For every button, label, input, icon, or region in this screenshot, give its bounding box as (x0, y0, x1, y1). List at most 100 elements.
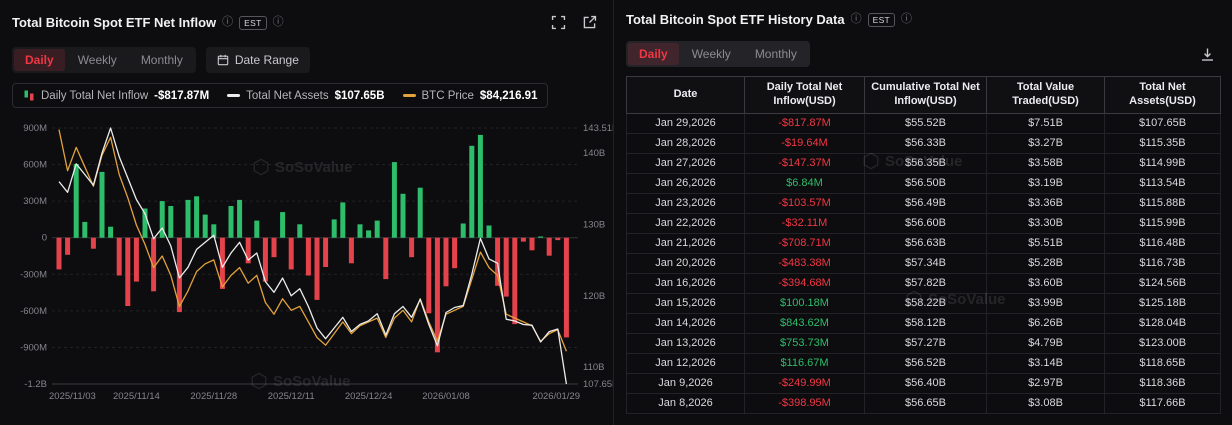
history-table: Date Daily Total Net Inflow(USD) Cumulat… (626, 76, 1221, 414)
net-inflow-panel: Total Bitcoin Spot ETF Net Inflow ⓘ EST … (0, 0, 614, 425)
cell-value-traded: $3.08B (986, 392, 1105, 414)
cell-cumulative-inflow: $56.63B (864, 232, 987, 254)
share-icon (583, 15, 597, 29)
svg-text:300M: 300M (23, 196, 47, 207)
cell-date: Jan 29,2026 (626, 112, 745, 134)
table-row: Jan 21,2026 -$708.71M $56.63B $5.51B $11… (626, 232, 1221, 254)
cell-date: Jan 13,2026 (626, 332, 745, 354)
svg-text:143.51B: 143.51B (583, 123, 614, 134)
tab-monthly[interactable]: Monthly (744, 43, 808, 65)
table-controls: Daily Weekly Monthly (626, 41, 1220, 67)
cell-net-assets: $128.04B (1104, 312, 1221, 334)
cell-daily-inflow: -$394.68M (744, 272, 865, 294)
legend-item-btc-price[interactable]: BTC Price $84,216.91 (402, 89, 538, 102)
tab-daily[interactable]: Daily (14, 49, 65, 71)
table-row: Jan 27,2026 -$147.37M $56.35B $3.58B $11… (626, 152, 1221, 174)
svg-text:2025/11/03: 2025/11/03 (49, 391, 96, 402)
svg-text:600M: 600M (23, 160, 47, 171)
info-icon[interactable]: ⓘ (272, 16, 284, 28)
cell-net-assets: $107.65B (1104, 112, 1221, 134)
legend-value: -$817.87M (154, 89, 210, 102)
share-button[interactable] (579, 12, 600, 33)
tab-weekly[interactable]: Weekly (681, 43, 742, 65)
cell-daily-inflow: -$483.38M (744, 252, 865, 274)
cell-daily-inflow: -$32.11M (744, 212, 865, 234)
download-icon (1201, 48, 1214, 61)
svg-text:2025/12/24: 2025/12/24 (345, 391, 393, 402)
cell-date: Jan 14,2026 (626, 312, 745, 334)
cell-net-assets: $116.48B (1104, 232, 1221, 254)
legend-value: $84,216.91 (479, 89, 538, 102)
cell-date: Jan 26,2026 (626, 172, 745, 194)
cell-value-traded: $4.79B (986, 332, 1105, 354)
table-row: Jan 8,2026 -$398.95M $56.65B $3.08B $117… (626, 392, 1221, 414)
svg-text:140B: 140B (583, 148, 605, 159)
cell-cumulative-inflow: $58.22B (864, 292, 987, 314)
est-badge: EST (867, 12, 896, 27)
legend-item-net-assets[interactable]: Total Net Assets $107.65B (227, 89, 385, 102)
date-range-button[interactable]: Date Range (205, 47, 310, 73)
cell-date: Jan 22,2026 (626, 212, 745, 234)
cell-cumulative-inflow: $57.27B (864, 332, 987, 354)
cell-value-traded: $5.51B (986, 232, 1105, 254)
cell-net-assets: $113.54B (1104, 172, 1221, 194)
period-tabs: Daily Weekly Monthly (626, 41, 810, 67)
svg-text:0: 0 (42, 233, 47, 244)
cell-cumulative-inflow: $56.52B (864, 352, 987, 374)
tab-weekly[interactable]: Weekly (67, 49, 128, 71)
legend-label: Daily Total Net Inflow (41, 89, 149, 102)
download-button[interactable] (1197, 44, 1218, 65)
cell-date: Jan 15,2026 (626, 292, 745, 314)
svg-text:-900M: -900M (20, 342, 47, 353)
legend-item-net-inflow[interactable]: Daily Total Net Inflow -$817.87M (23, 89, 209, 102)
cell-net-assets: $124.56B (1104, 272, 1221, 294)
svg-text:130B: 130B (583, 219, 605, 230)
line-series-icon (402, 94, 416, 97)
info-icon[interactable]: ⓘ (222, 16, 234, 28)
column-header-date: Date (626, 76, 745, 114)
svg-text:2025/11/14: 2025/11/14 (113, 391, 160, 402)
legend-value: $107.65B (334, 89, 385, 102)
table-row: Jan 28,2026 -$19.64M $56.33B $3.27B $115… (626, 132, 1221, 154)
table-row: Jan 13,2026 $753.73M $57.27B $4.79B $123… (626, 332, 1221, 354)
chart-legend: Daily Total Net Inflow -$817.87M Total N… (12, 83, 549, 108)
svg-text:2026/01/29: 2026/01/29 (532, 391, 580, 402)
cell-daily-inflow: -$398.95M (744, 392, 865, 414)
cell-cumulative-inflow: $55.52B (864, 112, 987, 134)
cell-cumulative-inflow: $56.65B (864, 392, 987, 414)
tab-monthly[interactable]: Monthly (130, 49, 194, 71)
cell-cumulative-inflow: $56.49B (864, 192, 987, 214)
cell-cumulative-inflow: $58.12B (864, 312, 987, 334)
svg-text:107.65B: 107.65B (583, 379, 614, 390)
column-header-net-assets: Total Net Assets(USD) (1104, 76, 1221, 114)
cell-daily-inflow: -$708.71M (744, 232, 865, 254)
table-row: Jan 15,2026 $100.18M $58.22B $3.99B $125… (626, 292, 1221, 314)
cell-net-assets: $114.99B (1104, 152, 1221, 174)
date-range-label: Date Range (234, 53, 299, 67)
svg-text:2026/01/08: 2026/01/08 (422, 391, 470, 402)
cell-value-traded: $3.99B (986, 292, 1105, 314)
cell-value-traded: $3.30B (986, 212, 1105, 234)
calendar-icon (217, 54, 229, 66)
svg-text:-1.2B: -1.2B (24, 379, 47, 390)
cell-value-traded: $3.14B (986, 352, 1105, 374)
history-table-body: Jan 29,2026 -$817.87M $55.52B $7.51B $10… (626, 112, 1221, 414)
chart-controls: Daily Weekly Monthly Date Range (12, 47, 612, 73)
fullscreen-button[interactable] (548, 12, 569, 33)
cell-value-traded: $3.27B (986, 132, 1105, 154)
cell-daily-inflow: -$817.87M (744, 112, 865, 134)
line-series-icon (227, 94, 241, 97)
cell-date: Jan 16,2026 (626, 272, 745, 294)
svg-text:-600M: -600M (20, 306, 47, 317)
svg-text:2025/12/11: 2025/12/11 (268, 391, 315, 402)
info-icon[interactable]: ⓘ (850, 13, 862, 25)
history-table-header: Date Daily Total Net Inflow(USD) Cumulat… (626, 76, 1221, 114)
info-icon[interactable]: ⓘ (901, 13, 913, 25)
svg-text:120B: 120B (583, 291, 605, 302)
tab-daily[interactable]: Daily (628, 43, 679, 65)
cell-net-assets: $115.99B (1104, 212, 1221, 234)
net-inflow-chart[interactable]: 900M 600M 300M 0 -300M -600M -900M -1.2B 143.51B… (12, 112, 614, 412)
cell-value-traded: $7.51B (986, 112, 1105, 134)
fullscreen-icon (551, 15, 566, 30)
cell-daily-inflow: -$249.99M (744, 372, 865, 394)
